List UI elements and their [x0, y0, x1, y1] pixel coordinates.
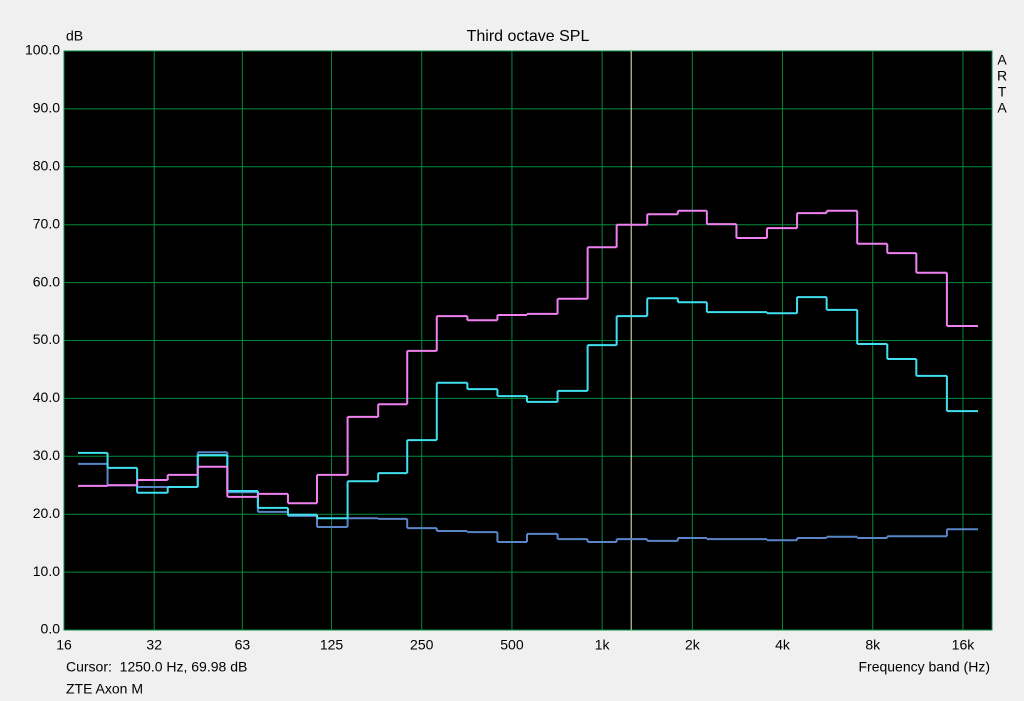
- y-tick-label: 60.0: [33, 273, 60, 289]
- x-tick-label: 4k: [775, 637, 791, 653]
- y-axis-label: dB: [66, 28, 83, 44]
- brand-letter: A: [997, 100, 1007, 116]
- x-tick-label: 125: [320, 637, 344, 653]
- x-tick-label: 16: [56, 637, 72, 653]
- x-tick-label: 1k: [595, 637, 611, 653]
- chart-title: Third octave SPL: [467, 28, 590, 45]
- x-tick-label: 500: [500, 637, 524, 653]
- y-tick-label: 30.0: [33, 447, 60, 463]
- y-tick-label: 40.0: [33, 389, 60, 405]
- brand-letter: R: [997, 68, 1007, 84]
- x-tick-label: 63: [235, 637, 251, 653]
- y-tick-label: 100.0: [25, 42, 60, 58]
- x-tick-label: 2k: [685, 637, 701, 653]
- x-tick-label: 16k: [952, 637, 976, 653]
- y-tick-label: 90.0: [33, 100, 60, 116]
- y-tick-label: 10.0: [33, 563, 60, 579]
- y-tick-label: 20.0: [33, 505, 60, 521]
- y-tick-label: 70.0: [33, 215, 60, 231]
- y-tick-label: 50.0: [33, 331, 60, 347]
- brand-letter: T: [998, 84, 1007, 100]
- x-tick-label: 250: [410, 637, 434, 653]
- y-tick-label: 80.0: [33, 158, 60, 174]
- x-axis-label: Frequency band (Hz): [858, 659, 990, 675]
- footer: ZTE Axon M: [66, 681, 143, 697]
- cursor-readout: Cursor: 1250.0 Hz, 69.98 dB: [66, 659, 247, 675]
- x-tick-label: 32: [146, 637, 162, 653]
- brand-letter: A: [997, 52, 1007, 68]
- x-tick-label: 8k: [865, 637, 881, 653]
- y-tick-label: 0.0: [41, 621, 61, 637]
